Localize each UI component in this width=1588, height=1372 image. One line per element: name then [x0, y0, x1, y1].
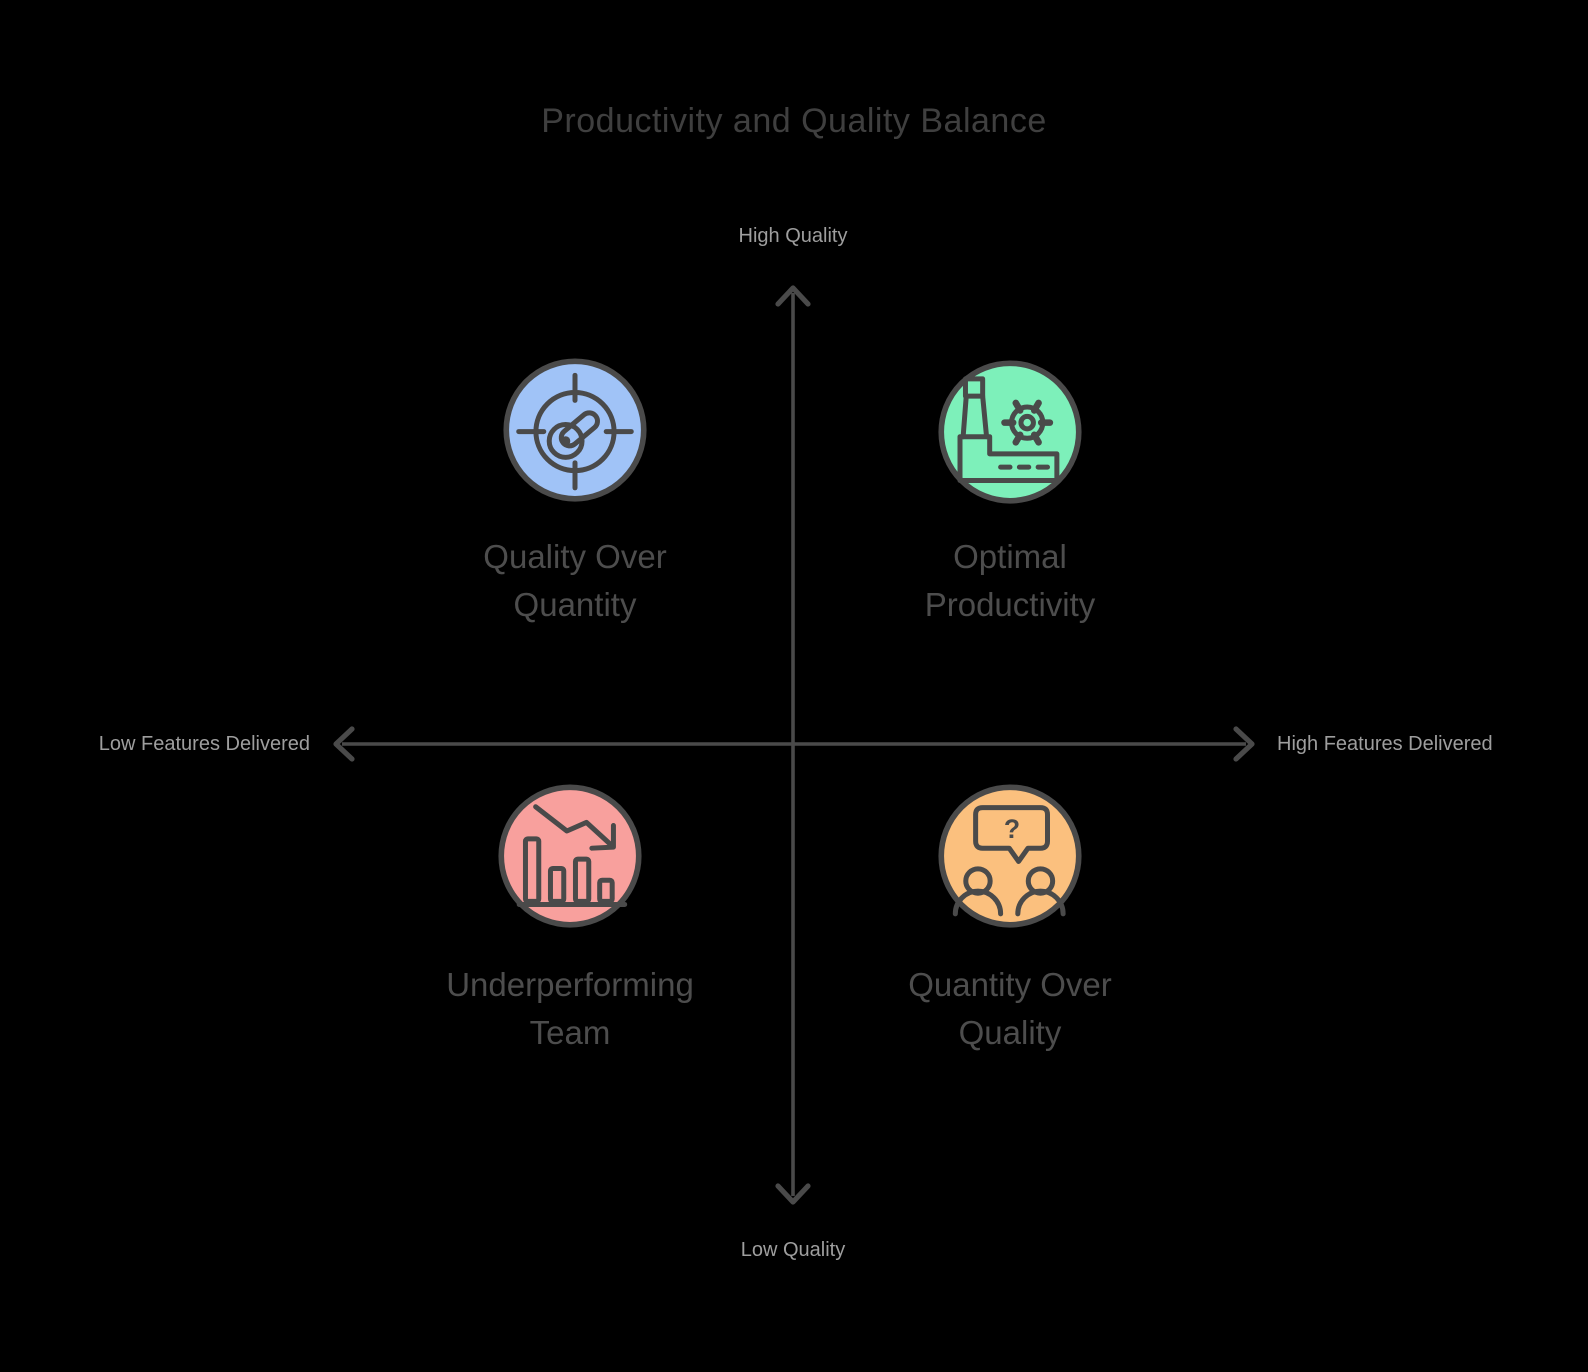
quadrant-label-underperforming-team: Underperforming Team — [390, 961, 750, 1057]
label-line: Quality — [958, 1014, 1062, 1051]
label-line: Quantity — [513, 586, 637, 623]
factory-gear-icon — [938, 360, 1082, 504]
chart-title: Productivity and Quality Balance — [541, 102, 1047, 140]
label-line: Team — [529, 1014, 611, 1051]
gauge-target-icon — [503, 358, 647, 502]
arrowhead-right-icon — [1233, 726, 1255, 762]
label-line: Quantity Over — [908, 966, 1112, 1003]
quadrant-label-optimal-productivity: Optimal Productivity — [830, 533, 1190, 629]
quadrant-label-quality-over-quantity: Quality Over Quantity — [395, 533, 755, 629]
question-mark-glyph: ? — [1004, 814, 1020, 844]
label-line: Productivity — [924, 586, 1096, 623]
axis-label-high-quality: High Quality — [738, 225, 848, 247]
quadrant-label-quantity-over-quality: Quantity Over Quality — [830, 961, 1190, 1057]
arrowhead-up-icon — [775, 285, 811, 307]
label-line: Underperforming — [446, 966, 694, 1003]
axis-label-low-quality: Low Quality — [740, 1239, 846, 1261]
axis-label-low-features: Low Features Delivered — [98, 733, 310, 755]
people-question-icon: ? — [938, 784, 1082, 928]
arrowhead-left-icon — [333, 726, 355, 762]
quadrant-circle — [498, 784, 642, 928]
declining-bar-chart-icon — [498, 784, 642, 928]
label-line: Optimal — [953, 538, 1067, 575]
axis-label-high-features: High Features Delivered — [1277, 733, 1493, 755]
label-line: Quality Over — [483, 538, 667, 575]
arrowhead-down-icon — [775, 1183, 811, 1205]
